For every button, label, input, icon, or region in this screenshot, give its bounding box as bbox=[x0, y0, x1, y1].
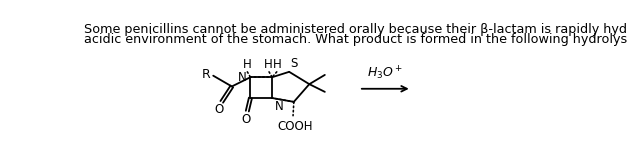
Text: acidic environment of the stomach. What product is formed in the following hydro: acidic environment of the stomach. What … bbox=[84, 33, 627, 46]
Text: N: N bbox=[275, 100, 283, 113]
Text: H: H bbox=[264, 58, 273, 71]
Text: O: O bbox=[215, 103, 224, 116]
Text: R: R bbox=[201, 68, 210, 81]
Text: S: S bbox=[290, 57, 297, 70]
Text: $H_3O^+$: $H_3O^+$ bbox=[367, 64, 403, 82]
Text: COOH: COOH bbox=[278, 120, 313, 133]
Text: H: H bbox=[273, 58, 282, 71]
Text: O: O bbox=[241, 113, 250, 126]
Text: Some penicillins cannot be administered orally because their β-lactam is rapidly: Some penicillins cannot be administered … bbox=[84, 23, 627, 36]
Text: H: H bbox=[243, 58, 251, 71]
Text: N: N bbox=[238, 71, 246, 84]
